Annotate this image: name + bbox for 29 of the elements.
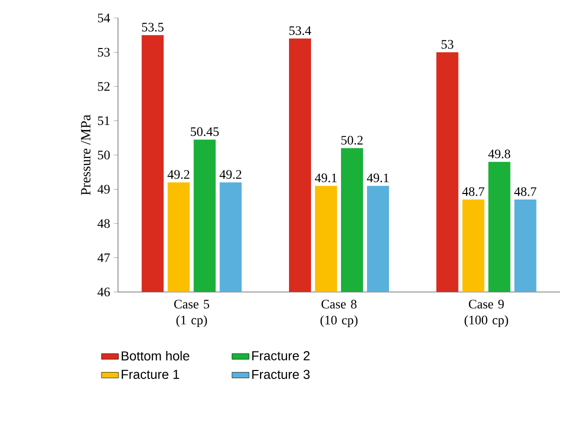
data-label: 49.1 <box>366 174 389 182</box>
data-label: 48.7 <box>514 187 536 196</box>
data-label: 50.45 <box>190 127 219 136</box>
data-label: 53.4 <box>289 26 312 36</box>
y-tick-label: 51 <box>98 116 110 126</box>
data-label: 49.2 <box>220 170 242 179</box>
y-tick-label: 47 <box>98 253 110 262</box>
y-tick-label: 49 <box>98 184 110 194</box>
y-axis-title: Pressure /MPa <box>81 114 90 196</box>
data-label: 53.5 <box>142 22 164 32</box>
x-tick-label: Case 5 (1 cp) <box>174 300 210 328</box>
x-tick-label: Case 9 (100 cp) <box>464 300 508 328</box>
data-label: 49.2 <box>168 170 190 179</box>
y-tick-label: 50 <box>98 150 110 160</box>
y-tick-label: 53 <box>98 48 110 57</box>
y-tick-label: 52 <box>98 82 110 91</box>
y-tick-label: 48 <box>98 219 110 228</box>
data-label: 50.2 <box>341 136 363 145</box>
data-label: 49.1 <box>314 174 337 182</box>
y-tick-label: 54 <box>98 14 110 22</box>
data-label: 49.8 <box>488 150 510 158</box>
legend-label: Bottom hole <box>122 350 190 360</box>
y-tick-label: 46 <box>98 288 110 296</box>
legend-label: Fracture 2 <box>252 351 310 360</box>
legend-label: Fracture 1 <box>122 370 180 379</box>
x-tick-label: Case 8 (10 cp) <box>320 300 358 328</box>
data-label: 53 <box>442 40 454 49</box>
data-label: 48.7 <box>462 187 484 196</box>
legend-label: Fracture 3 <box>252 370 310 380</box>
